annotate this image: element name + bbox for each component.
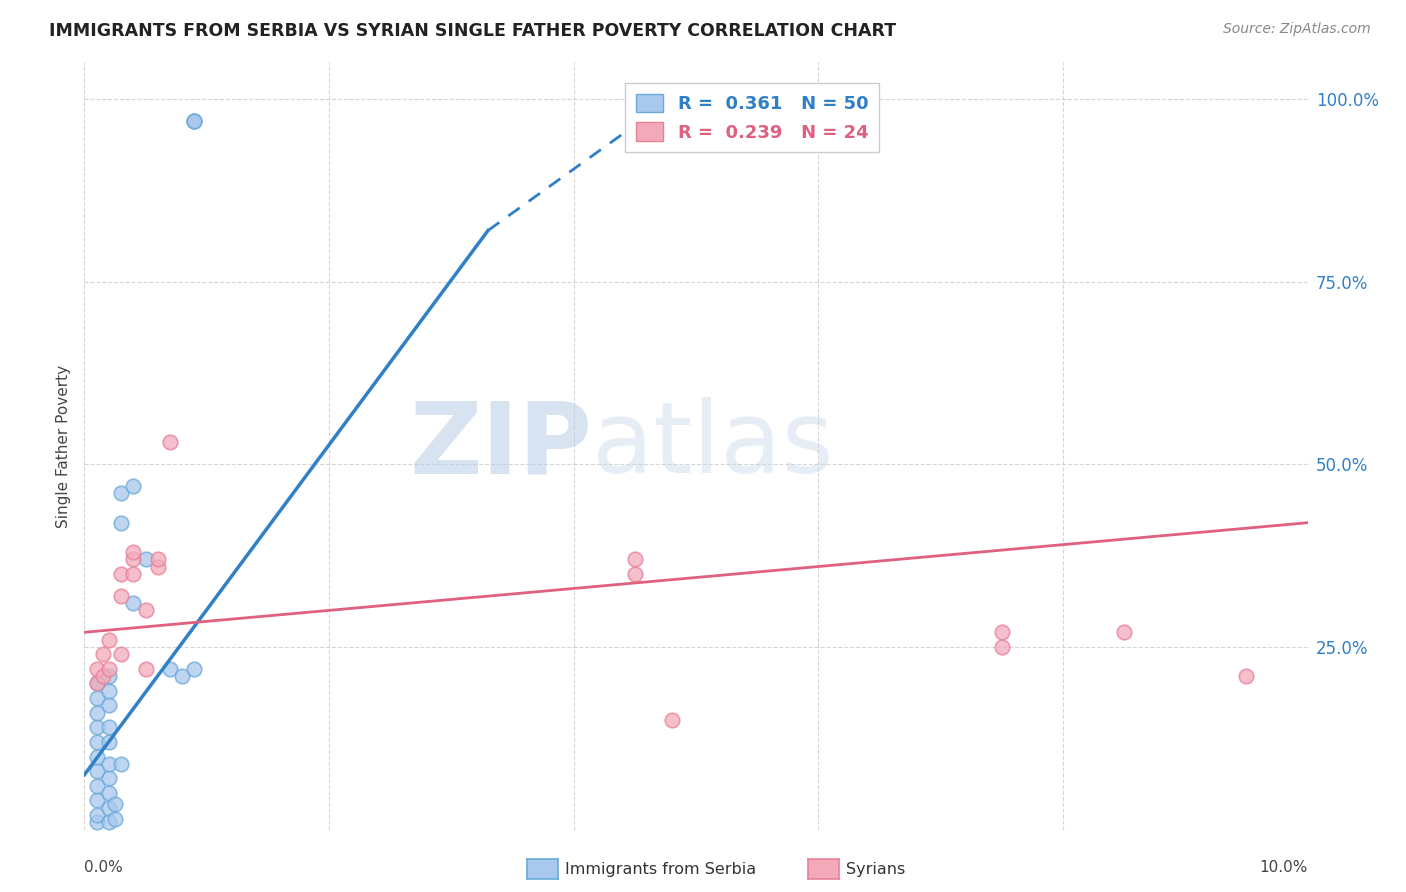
Text: atlas: atlas [592, 398, 834, 494]
Point [97, 698, 120, 713]
Text: Source: ZipAtlas.com: Source: ZipAtlas.com [1223, 22, 1371, 37]
Point [86, 735, 108, 749]
Point [86, 815, 108, 830]
Point [183, 114, 205, 128]
Point [97, 669, 120, 683]
Point [97, 756, 120, 771]
Point [122, 596, 145, 610]
Point [86, 676, 108, 690]
Point [97, 662, 120, 676]
Point [86, 779, 108, 793]
Point [159, 662, 181, 676]
Point [97, 800, 120, 814]
Point [183, 114, 205, 128]
Point [135, 603, 157, 617]
Point [104, 797, 127, 811]
Point [97, 815, 120, 830]
Text: IMMIGRANTS FROM SERBIA VS SYRIAN SINGLE FATHER POVERTY CORRELATION CHART: IMMIGRANTS FROM SERBIA VS SYRIAN SINGLE … [49, 22, 897, 40]
Point [86, 749, 108, 764]
Text: 10.0%: 10.0% [1260, 860, 1308, 875]
Point [159, 435, 181, 450]
Point [122, 479, 145, 493]
Point [86, 706, 108, 720]
Point [991, 640, 1014, 654]
Point [624, 566, 647, 581]
Text: Immigrants from Serbia: Immigrants from Serbia [565, 863, 756, 877]
Point [91, 647, 114, 661]
Point [110, 486, 132, 500]
Point [97, 735, 120, 749]
Point [122, 545, 145, 559]
Point [91, 669, 114, 683]
Point [146, 552, 169, 566]
Point [146, 559, 169, 574]
Point [661, 713, 683, 727]
Point [86, 691, 108, 706]
Point [991, 625, 1014, 640]
Point [624, 552, 647, 566]
Point [97, 720, 120, 734]
Point [110, 647, 132, 661]
Point [1114, 625, 1136, 640]
Point [97, 786, 120, 800]
Point [110, 589, 132, 603]
Point [86, 764, 108, 778]
Text: ZIP: ZIP [409, 398, 592, 494]
Text: Syrians: Syrians [846, 863, 905, 877]
Point [183, 114, 205, 128]
Legend: R =  0.361   N = 50, R =  0.239   N = 24: R = 0.361 N = 50, R = 0.239 N = 24 [626, 83, 879, 153]
Y-axis label: Single Father Poverty: Single Father Poverty [56, 365, 72, 527]
Point [135, 662, 157, 676]
Point [97, 632, 120, 647]
Point [86, 793, 108, 807]
Point [97, 772, 120, 786]
Point [122, 552, 145, 566]
Text: 0.0%: 0.0% [84, 860, 124, 875]
Point [86, 808, 108, 822]
Point [110, 566, 132, 581]
Point [104, 812, 127, 826]
Point [86, 662, 108, 676]
Point [86, 720, 108, 734]
Point [110, 516, 132, 530]
Point [97, 683, 120, 698]
Point [86, 676, 108, 690]
Point [1236, 669, 1258, 683]
Point [122, 566, 145, 581]
Point [110, 756, 132, 771]
Point [135, 552, 157, 566]
Point [183, 662, 205, 676]
Point [172, 669, 194, 683]
